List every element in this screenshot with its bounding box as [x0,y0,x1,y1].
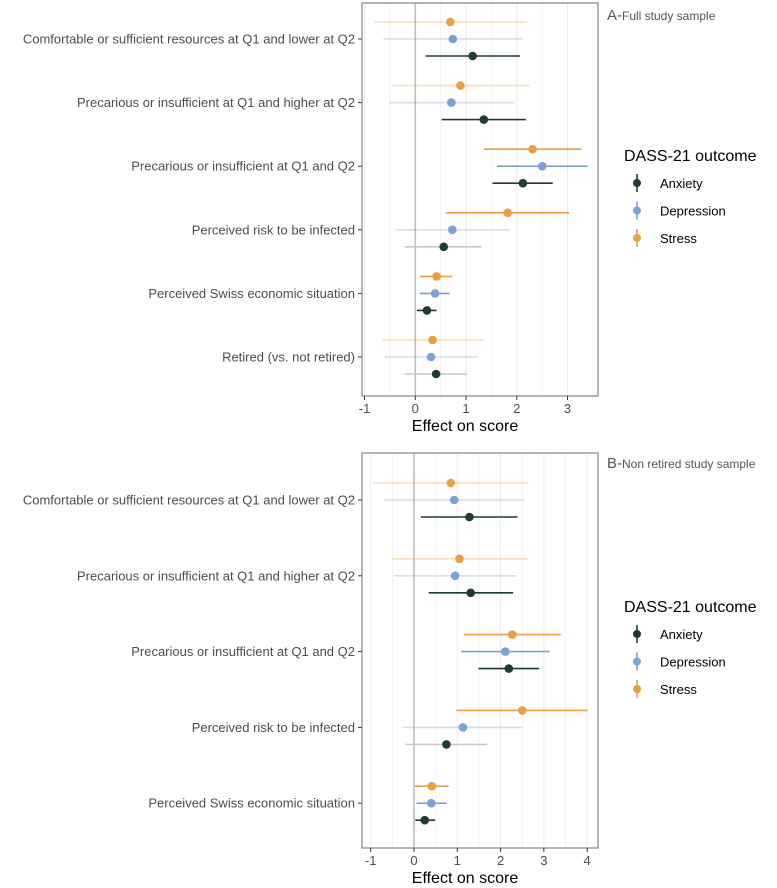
row: Perceived risk to be infected [192,208,570,252]
row: Comfortable or sufficient resources at Q… [23,478,529,522]
row: Perceived risk to be infected [192,706,588,749]
point-anxiety [422,306,432,315]
legend-label-anxiety: Anxiety [660,176,703,191]
point-depression [448,34,458,44]
x-tick-label: 3 [540,853,547,868]
legend-key-point [633,179,641,187]
panel-letter: A- [607,7,622,24]
point-stress [528,144,537,154]
legend-title: DASS-21 outcome [624,599,757,616]
point-stress [432,272,441,281]
row: Perceived Swiss economic situation [148,781,449,825]
panel-title-text: Non retired study sample [622,457,756,471]
row: Precarious or insufficient at Q1 and Q2 [131,630,561,673]
x-tick-label: 3 [564,401,571,416]
point-stress [503,208,512,218]
panel-title-text: Full study sample [622,9,716,23]
point-depression [447,98,456,107]
row-label: Comfortable or sufficient resources at Q… [23,32,355,47]
legend-key-point [633,630,641,638]
row-label: Perceived Swiss economic situation [148,286,355,301]
x-tick-label: 4 [584,853,591,868]
panel-letter: B- [607,455,622,472]
legend-label-depression: Depression [660,655,726,670]
point-stress [427,781,437,791]
point-anxiety [465,512,474,522]
point-depression [426,352,436,362]
point-anxiety [504,664,514,673]
point-anxiety [442,740,451,749]
x-tick-label: 1 [454,853,461,868]
point-anxiety [431,369,441,379]
x-tick-label: -1 [359,401,371,416]
row: Retired (vs. not retired) [222,335,484,379]
point-anxiety [439,242,449,252]
row-label: Precarious or insufficient at Q1 and hig… [77,95,355,110]
legend-label-depression: Depression [660,204,726,219]
point-stress [507,630,517,639]
point-stress [446,478,456,488]
point-stress [517,706,527,715]
x-tick-label: 1 [462,401,469,416]
row: Precarious or insufficient at Q1 and hig… [77,81,530,124]
row-label: Comfortable or sufficient resources at Q… [23,493,355,508]
legend: DASS-21 outcome Anxiety Depression Stress [624,599,757,698]
point-stress [446,17,455,27]
point-anxiety [518,178,528,188]
legend: DASS-21 outcome Anxiety Depression Stress [624,148,757,247]
panel-border [361,452,599,849]
row-label: Retired (vs. not retired) [222,350,355,365]
point-anxiety [466,588,475,598]
point-stress [455,554,464,564]
row-label: Perceived Swiss economic situation [148,796,355,811]
row-label: Precarious or insufficient at Q1 and Q2 [131,644,355,659]
point-stress [428,335,437,345]
legend-label-stress: Stress [660,231,697,246]
point-anxiety [468,51,477,61]
point-stress [456,81,465,90]
row: Comfortable or sufficient resources at Q… [23,17,527,61]
row-label: Precarious or insufficient at Q1 and hig… [77,568,355,583]
panel-border [361,2,599,397]
x-axis-title: Effect on score [412,870,519,887]
x-tick-label: 0 [410,853,417,868]
legend-key-point [633,657,641,666]
point-depression [458,723,468,732]
panel-a: Comfortable or sufficient resources at Q… [23,2,757,435]
point-depression [449,495,459,505]
row: Precarious or insufficient at Q1 and Q2 [131,144,588,188]
legend-key-point [633,206,641,215]
row: Precarious or insufficient at Q1 and hig… [77,554,528,598]
x-tick-label: 2 [513,401,520,416]
point-depression [448,225,457,235]
legend-title: DASS-21 outcome [624,148,757,165]
x-tick-label: 0 [412,401,419,416]
legend-label-anxiety: Anxiety [660,627,703,642]
point-depression [426,798,436,808]
x-tick-label: -1 [365,853,377,868]
row-label: Perceived risk to be infected [192,720,355,735]
legend-key-point [633,234,641,242]
x-axis-title: Effect on score [412,418,519,435]
row-label: Precarious or insufficient at Q1 and Q2 [131,159,355,174]
point-anxiety [420,815,430,825]
point-depression [501,647,510,656]
panel-title: B-Non retired study sample [607,455,756,472]
row-label: Perceived risk to be infected [192,222,355,237]
row: Perceived Swiss economic situation [148,272,453,315]
panel-b: Comfortable or sufficient resources at Q… [23,452,757,887]
point-depression [430,289,440,298]
point-anxiety [479,115,489,124]
legend-key-point [633,685,641,693]
point-depression [450,571,460,581]
point-depression [537,161,547,171]
panel-title: A-Full study sample [607,7,716,24]
x-tick-label: 2 [497,853,504,868]
legend-label-stress: Stress [660,682,697,697]
